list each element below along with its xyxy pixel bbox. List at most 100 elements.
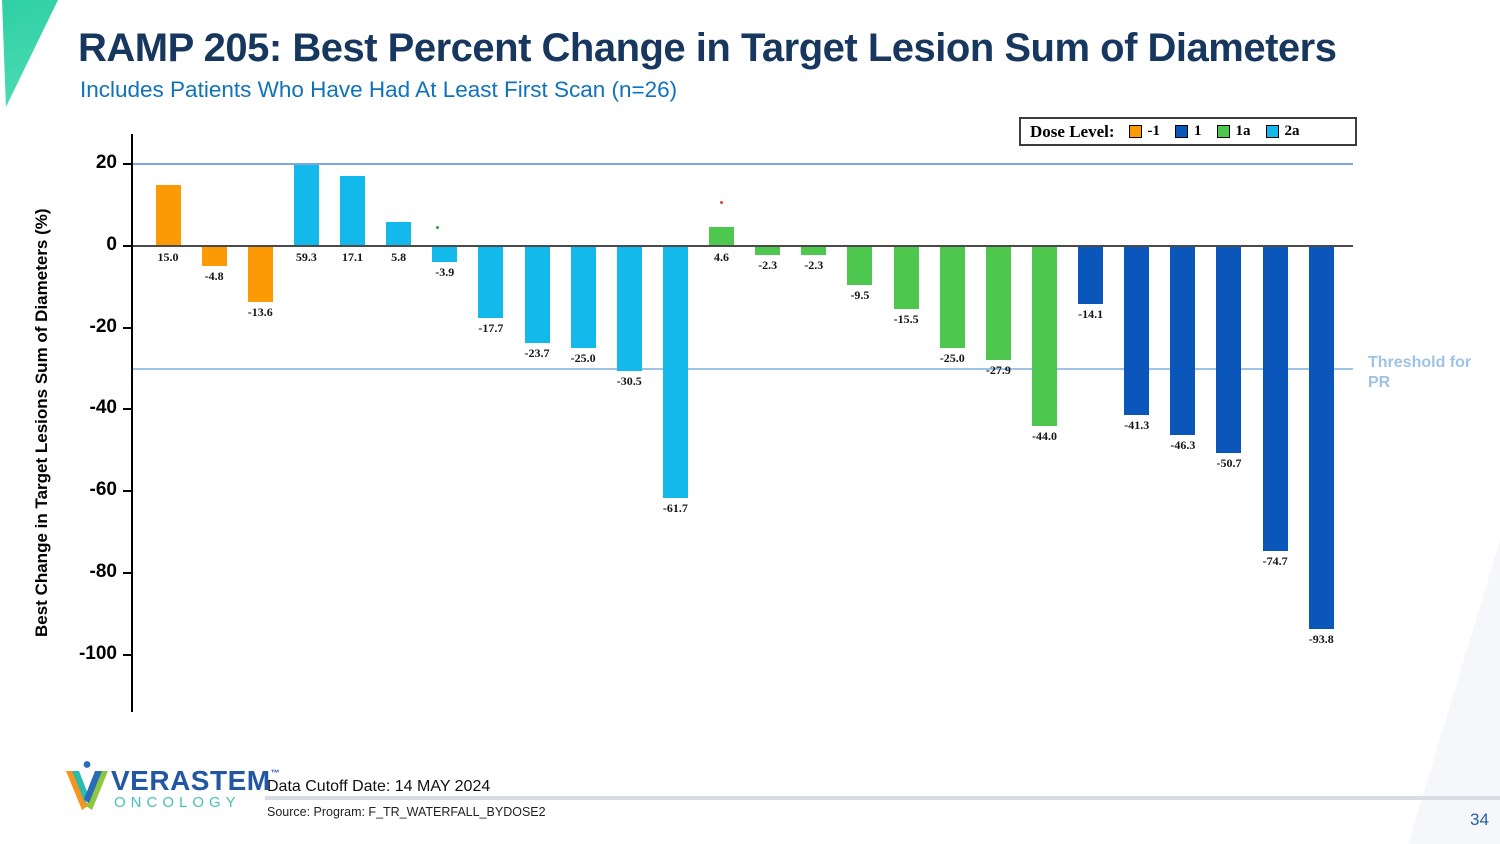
bar-value-label: -2.3 — [804, 258, 824, 273]
upper-reference-line — [133, 163, 1353, 166]
bar-value-label: -25.0 — [939, 351, 965, 366]
bar-dose-1a — [985, 246, 1011, 360]
y-tick — [123, 326, 132, 329]
y-axis-line — [131, 134, 133, 712]
legend-swatch-1 — [1175, 125, 1189, 138]
legend-item-label: 1a — [1235, 123, 1251, 139]
bar-value-label: 5.8 — [391, 250, 407, 264]
legend-item--1: -1 — [1128, 123, 1161, 140]
trademark-symbol: ™ — [270, 768, 280, 778]
bar-dose-1a — [939, 246, 965, 349]
stray-dot — [436, 226, 439, 229]
bar-value-label: -13.6 — [247, 304, 273, 319]
threshold-pr-label-line2: PR — [1368, 374, 1391, 391]
bar-dose-1a — [893, 246, 919, 310]
bar-dose-2a — [432, 246, 458, 262]
legend-swatch-1a — [1216, 125, 1230, 138]
bar-dose-1a — [755, 246, 781, 256]
page-subtitle: Includes Patients Who Have Had At Least … — [80, 77, 678, 102]
bar-value-label: 17.1 — [342, 250, 364, 264]
bar-value-label: -93.8 — [1308, 632, 1334, 647]
y-tick-label: 20 — [95, 152, 117, 174]
bar-value-label: -46.3 — [1170, 438, 1196, 453]
bar-dose--1 — [247, 246, 273, 302]
verastem-logo-icon — [66, 761, 108, 810]
page-number: 34 — [1470, 810, 1489, 829]
bar-dose-1 — [1170, 246, 1196, 436]
bar-dose-1a — [801, 246, 827, 256]
bar-value-label: -9.5 — [850, 287, 870, 302]
bar-dose-1a — [1031, 246, 1057, 426]
stray-dot — [720, 201, 723, 204]
legend-item-1: 1 — [1175, 123, 1202, 140]
threshold-pr-label: Threshold for PR — [1368, 353, 1471, 393]
brand-name: VERASTEM™ — [111, 765, 280, 796]
y-tick-label: -40 — [89, 397, 117, 419]
bar-dose-1 — [1078, 246, 1104, 304]
bar-value-label: -74.7 — [1262, 554, 1288, 569]
bar-value-label: -15.5 — [893, 312, 919, 327]
bar-dose-1 — [1124, 246, 1150, 415]
y-tick — [123, 163, 132, 166]
bar-value-label: 15.0 — [157, 250, 179, 264]
dose-level-legend: Dose Level: -1 1 1a 2a — [1019, 117, 1357, 146]
brand-division: ONCOLOGY — [114, 794, 241, 811]
zero-line — [133, 245, 1353, 247]
footer-divider — [265, 796, 1500, 800]
y-tick-label: -60 — [89, 479, 117, 501]
bar-dose--1 — [201, 246, 227, 266]
bar-value-label: -44.0 — [1031, 428, 1057, 443]
bar-value-label: -3.9 — [435, 264, 455, 279]
y-tick — [123, 408, 132, 411]
bar-value-label: -2.3 — [758, 258, 778, 273]
bar-dose-1 — [1262, 246, 1288, 552]
legend-items: -1 1 1a 2a — [1128, 123, 1300, 140]
bar-value-label: -4.8 — [204, 268, 224, 283]
threshold-pr-line — [133, 367, 1353, 370]
y-tick-label: 0 — [106, 234, 117, 255]
legend-item-label: 2a — [1284, 123, 1300, 139]
bar-value-label: -17.7 — [478, 321, 504, 336]
bar-value-label: -14.1 — [1078, 306, 1104, 321]
bar-dose-2a — [478, 246, 504, 319]
bar-dose-1 — [1308, 246, 1334, 630]
y-tick-label: -80 — [89, 560, 117, 582]
bar-dose-2a — [570, 246, 596, 349]
bar-value-label: 4.6 — [714, 250, 730, 264]
y-tick — [123, 653, 132, 656]
y-tick-label: -20 — [89, 315, 117, 337]
data-cutoff-date: Data Cutoff Date: 14 MAY 2024 — [267, 778, 491, 795]
y-tick — [123, 245, 132, 247]
legend-item-1a: 1a — [1216, 123, 1251, 140]
page-title: RAMP 205: Best Percent Change in Target … — [78, 26, 1337, 70]
bar-dose-2a — [616, 246, 642, 371]
legend-item-2a: 2a — [1265, 123, 1300, 140]
bar-dose-2a — [662, 246, 688, 499]
bar-dose-2a — [524, 246, 550, 343]
y-tick-label: -100 — [78, 642, 117, 664]
source-program: Source: Program: F_TR_WATERFALL_BYDOSE2 — [267, 805, 546, 819]
legend-swatch--1 — [1128, 125, 1142, 138]
bar-value-label: -27.9 — [985, 362, 1011, 377]
bar-dose-1 — [1216, 246, 1242, 454]
bar-value-label: -41.3 — [1124, 417, 1150, 432]
legend-item-label: -1 — [1147, 123, 1161, 139]
bar-value-label: 59.3 — [295, 250, 317, 264]
bar-value-label: -23.7 — [524, 345, 550, 360]
y-axis-title: Best Change in Target Lesions Sum of Dia… — [32, 208, 51, 638]
y-tick — [123, 571, 132, 574]
bar-value-label: -61.7 — [662, 501, 688, 516]
legend-title: Dose Level: — [1030, 121, 1115, 141]
bar-dose--1 — [155, 184, 181, 246]
y-tick — [123, 490, 132, 493]
bar-dose-2a — [386, 222, 412, 246]
bar-value-label: -25.0 — [570, 351, 596, 366]
legend-swatch-2a — [1265, 125, 1279, 138]
bar-dose-1a — [709, 227, 735, 246]
bar-value-label: -30.5 — [616, 373, 642, 388]
bar-dose-2a — [340, 176, 366, 246]
threshold-pr-label-line1: Threshold for — [1368, 354, 1472, 371]
bar-dose-1a — [847, 246, 873, 285]
